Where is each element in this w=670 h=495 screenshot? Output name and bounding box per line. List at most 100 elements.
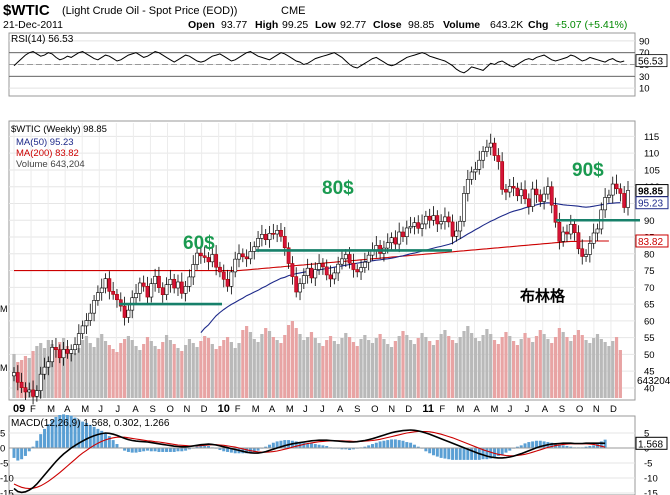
- x-tick-label: N: [184, 404, 191, 415]
- volume-bar: [77, 348, 81, 398]
- candle-body: [237, 253, 241, 260]
- macd-histogram-bar: [386, 440, 390, 448]
- candle-body: [179, 281, 184, 294]
- volume-bar: [595, 334, 600, 398]
- macd-histogram-bar: [161, 448, 165, 452]
- volume-bar: [573, 335, 577, 398]
- volume-bar: [115, 352, 119, 398]
- ohlc-readout: Open 93.77 High 99.25 Low 92.77 Close 98…: [188, 19, 627, 31]
- macd-histogram-bar: [107, 436, 111, 448]
- macd-histogram-bar: [515, 446, 519, 448]
- volume-bar: [470, 333, 474, 398]
- macd-histogram-bar: [321, 445, 325, 448]
- macd-histogram-bar: [206, 446, 210, 448]
- candle-body: [385, 242, 390, 249]
- macd-line: [13, 429, 606, 494]
- volume-bar: [348, 337, 352, 398]
- price-tick-label: 80: [644, 249, 655, 260]
- candle-body: [34, 390, 39, 397]
- macd-histogram-bar: [12, 448, 16, 458]
- volume-bar: [374, 338, 378, 398]
- candle-body: [549, 186, 554, 206]
- candle-body: [176, 281, 180, 289]
- volume-bar: [546, 339, 550, 398]
- volume-bar: [473, 338, 478, 398]
- volume-bar: [405, 335, 409, 398]
- volume-bar: [557, 328, 561, 398]
- volume-bar: [515, 345, 520, 398]
- candle-body: [46, 361, 51, 368]
- macd-histogram-bar: [20, 448, 24, 460]
- volume-bar: [519, 339, 523, 398]
- macd-histogram-bar: [462, 448, 466, 460]
- macd-histogram-bar: [302, 442, 306, 448]
- macd-histogram-bar: [222, 448, 226, 452]
- macd-histogram-bar: [378, 441, 382, 448]
- volume-bar: [447, 336, 451, 398]
- volume-bar: [500, 337, 504, 398]
- candle-body: [229, 271, 234, 287]
- macd-histogram-bar: [454, 448, 458, 460]
- candle-body: [576, 232, 581, 250]
- candle-body: [496, 155, 501, 162]
- candle-body: [96, 292, 100, 301]
- candle-body: [481, 151, 485, 161]
- volume-bar: [210, 344, 214, 398]
- volume-bar: [363, 335, 367, 398]
- volume-bar: [81, 340, 85, 398]
- x-tick-label: N: [593, 404, 600, 415]
- x-tick-label: J: [115, 404, 120, 415]
- macd-histogram-bar: [27, 448, 31, 452]
- macd-histogram-bar: [77, 419, 81, 448]
- candle-body: [477, 159, 482, 170]
- volume-bar: [599, 339, 603, 398]
- high-label: High: [255, 19, 278, 31]
- candle-body: [351, 262, 356, 270]
- volume-bar: [454, 343, 458, 398]
- price-tick-label: 60: [644, 316, 655, 327]
- volume-bar: [134, 346, 138, 398]
- x-tick-label: 11: [422, 403, 434, 415]
- volume-bar: [157, 349, 161, 398]
- volume-bar: [96, 338, 100, 398]
- candle-body: [50, 347, 55, 363]
- volume-bar: [264, 328, 268, 398]
- candle-body: [324, 266, 329, 276]
- candle-body: [141, 282, 146, 287]
- candle-body: [290, 263, 295, 277]
- candle-body: [80, 325, 85, 334]
- volume-bar: [340, 338, 344, 398]
- volume-bar: [580, 335, 584, 398]
- rsi-tick-label: 70: [639, 48, 650, 59]
- macd-histogram-bar: [226, 448, 230, 452]
- candle-body: [610, 183, 615, 196]
- volume-bar: [233, 348, 237, 398]
- candle-body: [328, 274, 333, 280]
- candle-body: [416, 222, 421, 229]
- candle-body: [401, 231, 405, 237]
- volume-bar: [443, 330, 447, 398]
- candle-body: [450, 221, 455, 237]
- rsi-legend: RSI(14) 56.53: [11, 34, 74, 45]
- macd-histogram-bar: [561, 445, 565, 448]
- macd-histogram-bar: [69, 415, 73, 448]
- volume-bar: [389, 347, 394, 398]
- volume-bar: [65, 346, 69, 398]
- candle-body: [221, 271, 226, 280]
- macd-histogram-bar: [473, 448, 477, 460]
- candle-body: [153, 275, 158, 284]
- volume-bar: [565, 337, 569, 398]
- macd-histogram-bar: [496, 448, 500, 456]
- macd-histogram-bar: [481, 448, 485, 460]
- volume-bar: [27, 358, 31, 398]
- volume-bar: [401, 331, 405, 398]
- macd-histogram-bar: [145, 448, 149, 451]
- candle-body: [282, 236, 287, 249]
- volume-bar: [412, 344, 417, 398]
- candle-body: [210, 254, 215, 263]
- macd-histogram-bar: [599, 441, 603, 448]
- candle-body: [172, 278, 177, 289]
- macd-histogram-bar: [100, 430, 104, 448]
- volume-bar: [306, 337, 310, 398]
- macd-histogram-bar: [306, 443, 310, 448]
